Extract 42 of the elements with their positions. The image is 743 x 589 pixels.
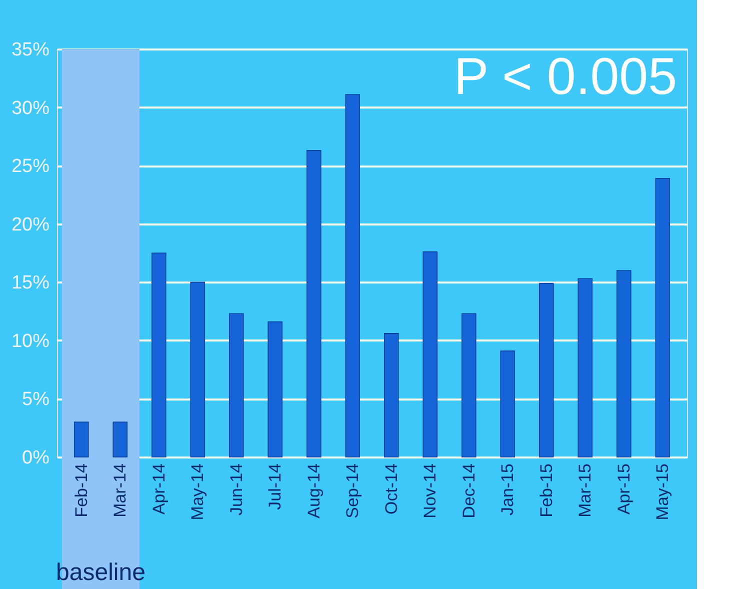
y-tick-label: 30% — [11, 98, 50, 119]
y-tick-label: 15% — [11, 272, 50, 294]
band-label: baseline — [56, 559, 146, 586]
x-tick-label: Aug-14 — [304, 464, 324, 518]
bar — [345, 94, 360, 458]
x-tick-label: Feb-15 — [536, 464, 556, 518]
y-tick-label: 20% — [11, 214, 50, 236]
y-tick-label: 10% — [11, 330, 50, 352]
y-tick-label: 25% — [11, 156, 50, 178]
y-tick-label: 0% — [22, 448, 50, 468]
bar — [500, 350, 516, 458]
x-tick-label: Jun-14 — [226, 464, 246, 516]
x-tick-label: Nov-14 — [420, 464, 440, 518]
bar — [422, 251, 438, 458]
x-tick-label: Sep-14 — [343, 464, 362, 518]
bar — [461, 313, 476, 458]
bar — [112, 422, 128, 458]
bar — [616, 270, 632, 458]
x-tick-label: Jul-14 — [266, 464, 285, 510]
annotation: P < 0.005 — [454, 48, 677, 106]
x-tick-label: Jan-15 — [498, 464, 518, 516]
bar — [538, 282, 554, 458]
x-tick-label: Dec-14 — [459, 464, 478, 518]
bar — [306, 150, 322, 458]
x-tick-label: Apr-15 — [614, 464, 634, 515]
bar — [384, 333, 399, 458]
x-tick-label: May-14 — [188, 464, 208, 520]
x-tick-label: Mar-14 — [110, 464, 130, 518]
bar — [190, 282, 206, 458]
x-tick-label: Oct-14 — [382, 464, 401, 515]
bar — [578, 278, 593, 458]
bar — [655, 178, 670, 458]
y-tick-label: 5% — [22, 389, 50, 410]
x-tick-label: Feb-14 — [72, 464, 91, 518]
x-tick-label: May-15 — [653, 464, 672, 520]
bar — [74, 422, 89, 458]
bar — [151, 252, 166, 458]
y-tick-label: 35% — [11, 40, 50, 60]
x-tick-label: Mar-15 — [576, 464, 595, 518]
bar — [228, 313, 244, 458]
bar — [268, 321, 283, 458]
x-tick-label: Apr-14 — [149, 464, 168, 515]
